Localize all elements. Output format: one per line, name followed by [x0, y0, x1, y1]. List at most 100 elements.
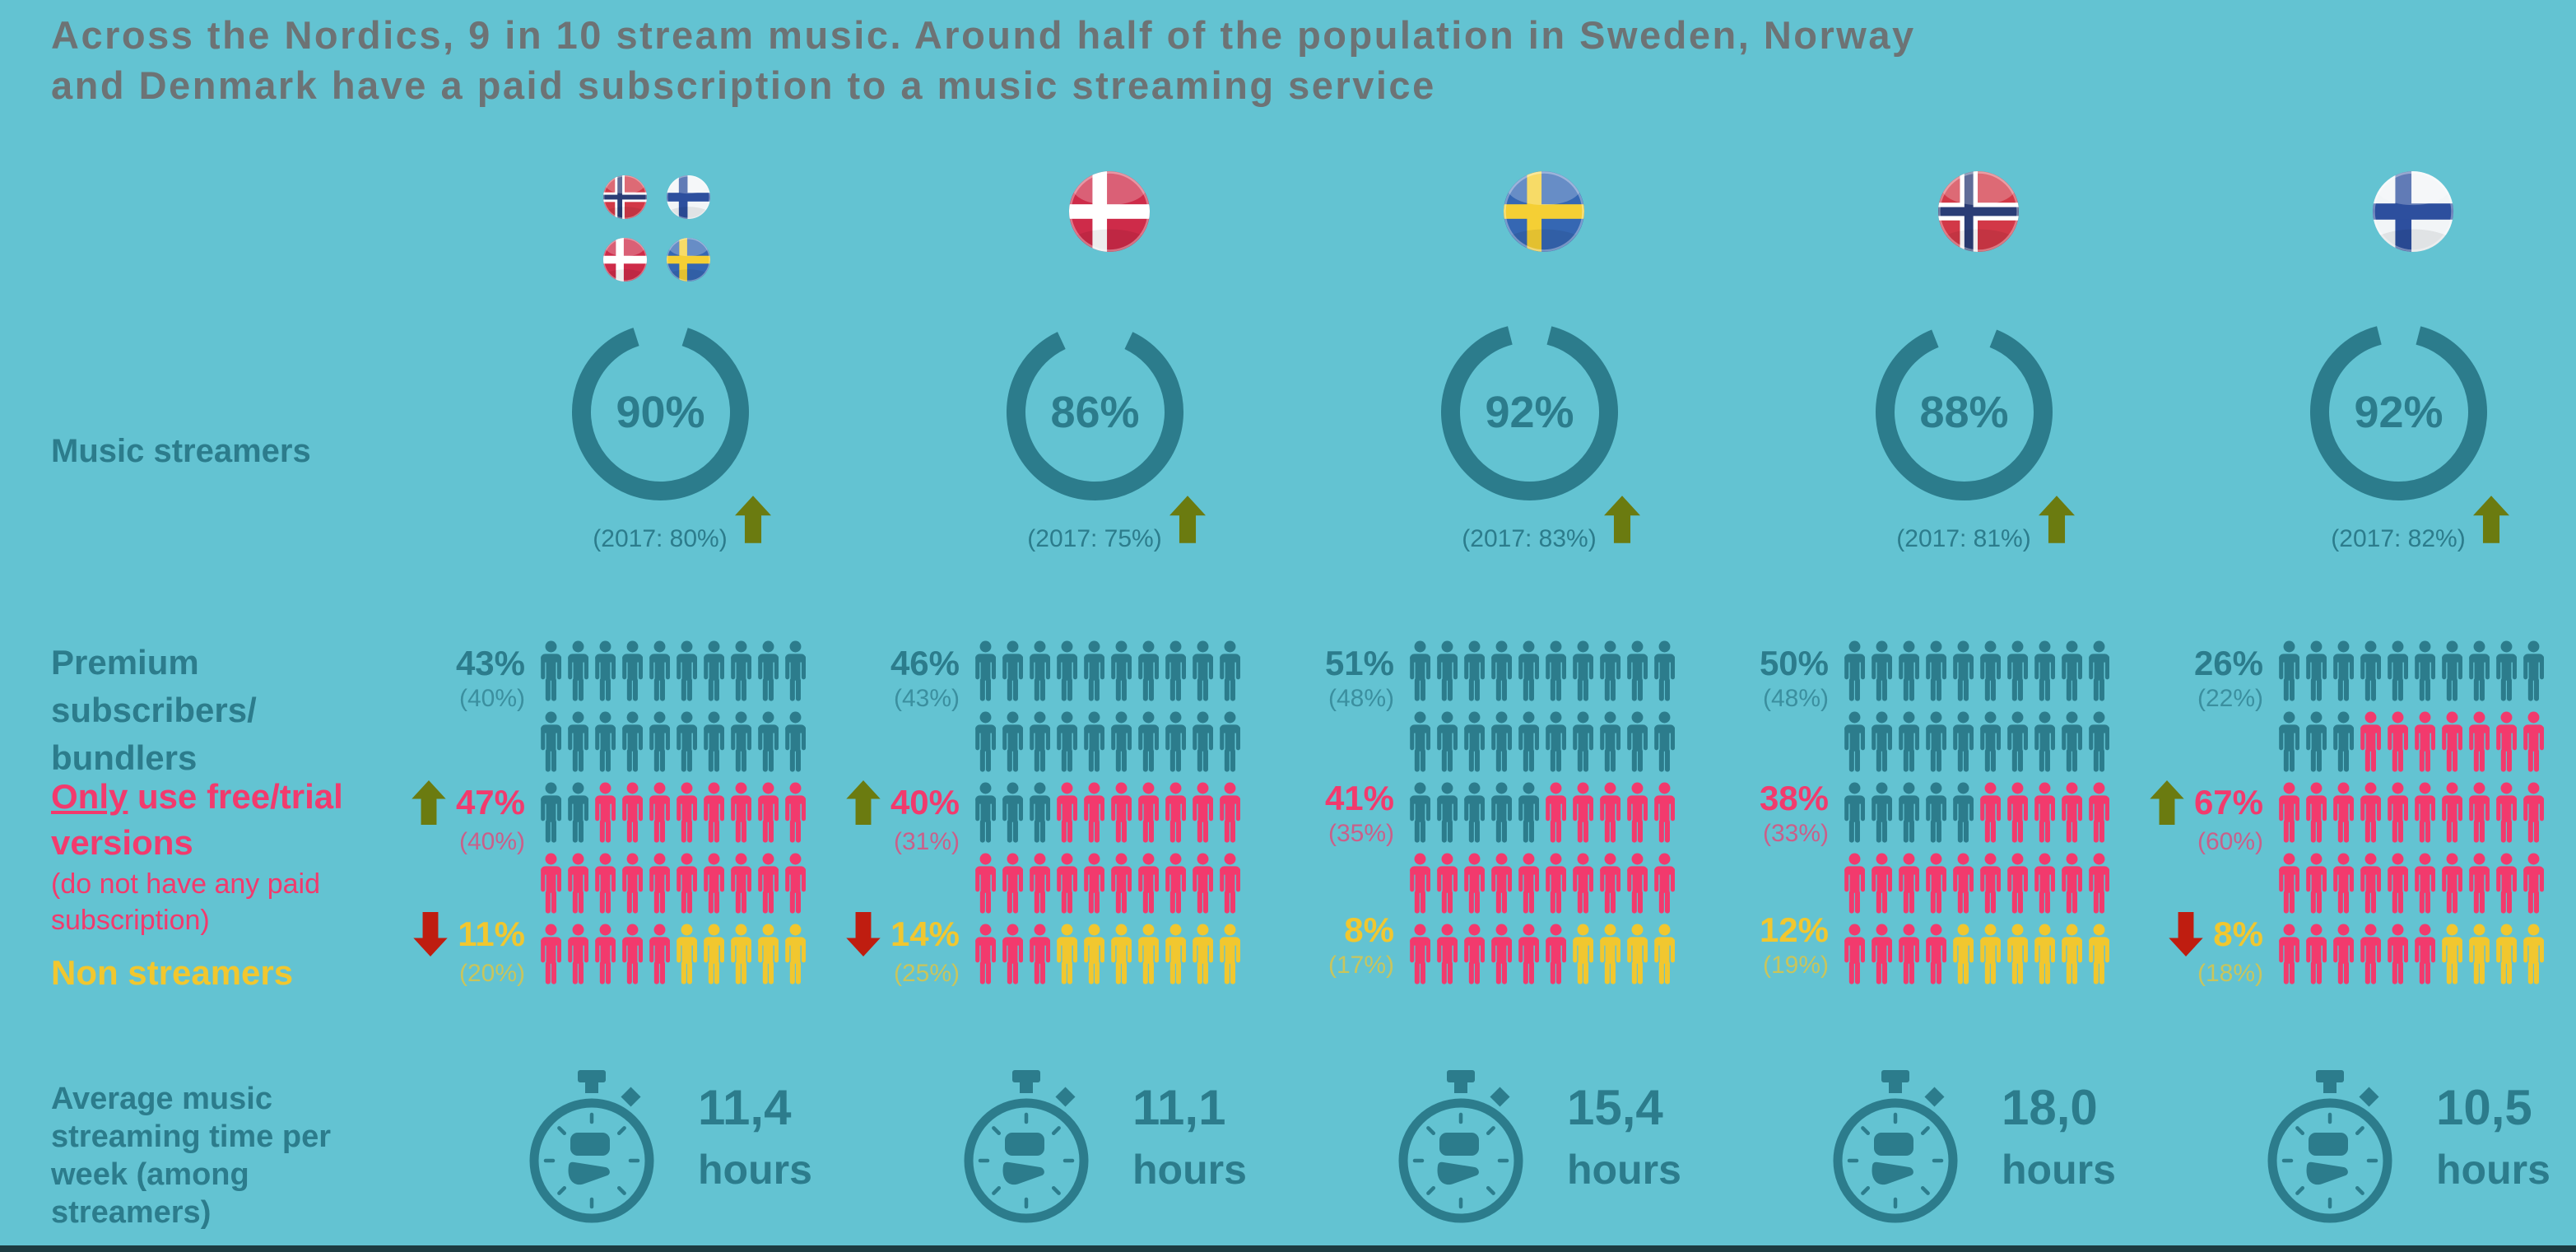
- person-icon: [1953, 924, 1974, 984]
- row-label-free-note: (do not have any paid subscription): [51, 868, 321, 936]
- free-trial-value-group: 38% (33%): [1639, 780, 1829, 848]
- person-icon: [731, 711, 751, 772]
- person-icon: [975, 640, 996, 701]
- person-icon: [595, 640, 616, 701]
- person-icon: [2062, 640, 2082, 701]
- person-icon: [2089, 853, 2109, 914]
- person-icon: [1111, 782, 1132, 843]
- person-icon: [1899, 640, 1919, 701]
- premium-value: 26%: [2193, 644, 2263, 682]
- person-icon: [622, 924, 643, 984]
- person-icon: [1165, 640, 1186, 701]
- person-icon: [1926, 853, 1946, 914]
- person-icon: [1084, 924, 1104, 984]
- person-icon: [1084, 711, 1104, 772]
- person-icon: [1410, 924, 1430, 984]
- non-streamers-value-group: 8% (18%): [2074, 912, 2263, 988]
- person-icon: [2442, 711, 2462, 772]
- person-icon: [622, 782, 643, 843]
- person-icon: [2360, 711, 2381, 772]
- trend-up-icon: [1604, 496, 1640, 543]
- flag-wrap-denmark: [1069, 171, 1150, 252]
- non-streamers-value-group: 12% (19%): [1639, 911, 1829, 980]
- music-streamers-trend: [1169, 494, 1206, 545]
- person-icon: [1518, 711, 1539, 772]
- title-line1: Across the Nordics, 9 in 10 stream music…: [51, 13, 1916, 57]
- person-icon: [1437, 640, 1458, 701]
- person-icon: [2306, 924, 2327, 984]
- person-icon: [2415, 924, 2435, 984]
- person-icon: [568, 711, 588, 772]
- person-icon: [704, 782, 724, 843]
- donut-value: 86%: [1050, 388, 1139, 437]
- person-icon: [677, 782, 697, 843]
- person-icon: [1193, 924, 1213, 984]
- person-icon: [1872, 853, 1892, 914]
- non-streamers-value: 14%: [890, 914, 960, 953]
- streaming-hours-value: 15,4: [1567, 1080, 1663, 1135]
- person-icon: [1980, 782, 2001, 843]
- person-icon: [1844, 853, 1865, 914]
- person-icon: [1138, 782, 1159, 843]
- person-icon: [1518, 782, 1539, 843]
- streaming-hours-word: hours: [1132, 1147, 1247, 1193]
- premium-previous-value: (48%): [1328, 685, 1394, 713]
- person-icon: [2415, 782, 2435, 843]
- trend-up-icon: [846, 780, 881, 825]
- person-icon: [1899, 782, 1919, 843]
- non-streamers-value-group: 11% (20%): [336, 912, 525, 988]
- person-icon: [2469, 711, 2490, 772]
- person-icon: [1464, 711, 1485, 772]
- donut-value: 92%: [2354, 388, 2443, 437]
- donut-wrap-finland: 92%: [2306, 319, 2491, 505]
- person-icon: [649, 640, 670, 701]
- person-icon: [1926, 711, 1946, 772]
- stopwatch-icon: [2267, 1070, 2392, 1223]
- person-icon: [1654, 924, 1675, 984]
- streaming-hours-value: 11,4: [698, 1080, 792, 1135]
- person-icon: [2469, 853, 2490, 914]
- person-icon: [1111, 924, 1132, 984]
- person-icon: [2442, 853, 2462, 914]
- person-icon: [2496, 711, 2517, 772]
- person-icon: [1926, 782, 1946, 843]
- person-icon: [622, 853, 643, 914]
- person-icon: [1111, 853, 1132, 914]
- person-icon: [2306, 640, 2327, 701]
- person-icon: [2523, 853, 2544, 914]
- population-pictogram-sweden: [1407, 640, 1679, 987]
- person-icon: [1138, 853, 1159, 914]
- title-line2: and Denmark have a paid subscription to …: [51, 63, 1436, 108]
- person-icon: [1600, 711, 1620, 772]
- person-icon: [1980, 640, 2001, 701]
- free-trial-value: 40%: [890, 782, 960, 821]
- person-icon: [2279, 711, 2299, 772]
- person-icon: [1437, 711, 1458, 772]
- person-icon: [595, 711, 616, 772]
- population-pictogram-finland: [2276, 640, 2548, 987]
- person-icon: [2360, 853, 2381, 914]
- person-icon: [1926, 924, 1946, 984]
- person-icon: [1491, 924, 1512, 984]
- person-icon: [1491, 711, 1512, 772]
- person-icon: [2415, 711, 2435, 772]
- flag-finland-icon: [667, 175, 710, 219]
- person-icon: [541, 711, 561, 772]
- person-icon: [1627, 924, 1648, 984]
- person-icon: [2496, 640, 2517, 701]
- person-icon: [1627, 853, 1648, 914]
- person-icon: [1220, 853, 1240, 914]
- person-icon: [1654, 640, 1675, 701]
- premium-previous-value: (40%): [458, 685, 525, 713]
- person-icon: [2388, 853, 2408, 914]
- person-icon: [1872, 782, 1892, 843]
- person-icon: [704, 640, 724, 701]
- flag-sweden-icon: [1504, 171, 1584, 252]
- free-trial-value-group: 41% (35%): [1205, 780, 1394, 848]
- person-icon: [1953, 782, 1974, 843]
- free-trial-previous-value: (33%): [1762, 820, 1829, 848]
- country-column-norway: 88% (2017: 81%): [1760, 0, 2196, 1252]
- person-icon: [1573, 924, 1593, 984]
- person-icon: [1193, 782, 1213, 843]
